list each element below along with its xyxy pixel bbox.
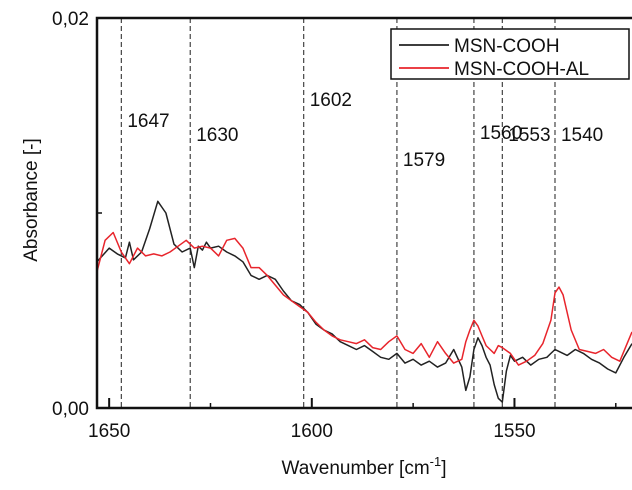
reference-line-label: 1560 [480, 123, 522, 144]
x-axis-title-tail: ] [441, 458, 446, 479]
reference-line-label: 1553 [508, 125, 550, 146]
x-tick-label: 1550 [493, 421, 535, 442]
reference-line-label: 1647 [127, 111, 169, 132]
y-axis-title: Absorbance [-] [21, 138, 42, 262]
reference-line-label: 1540 [561, 125, 603, 146]
y-tick-label: 0,02 [52, 9, 89, 30]
y-tick-label: 0,00 [52, 399, 89, 420]
x-tick-label: 1650 [88, 421, 130, 442]
reference-line-label: 1579 [403, 150, 445, 171]
x-tick-label: 1600 [291, 421, 333, 442]
legend-box [390, 28, 630, 80]
series-line [96, 200, 632, 403]
x-axis-title-main: Wavenumber [cm [281, 458, 429, 479]
reference-line-label: 1602 [310, 90, 352, 111]
reference-lines [120, 18, 556, 408]
legend-label: MSN-COOH [454, 36, 560, 57]
x-axis-title-superscript: -1 [430, 454, 442, 469]
legend-label: MSN-COOH-AL [454, 59, 589, 80]
series-layer [96, 200, 632, 403]
x-axis-title: Wavenumber [cm-1] [281, 454, 446, 479]
series-line [96, 231, 632, 366]
axis-ticks: 1650 1600 1550 0,00 0,02 [52, 9, 617, 442]
reference-line-label: 1630 [196, 125, 238, 146]
